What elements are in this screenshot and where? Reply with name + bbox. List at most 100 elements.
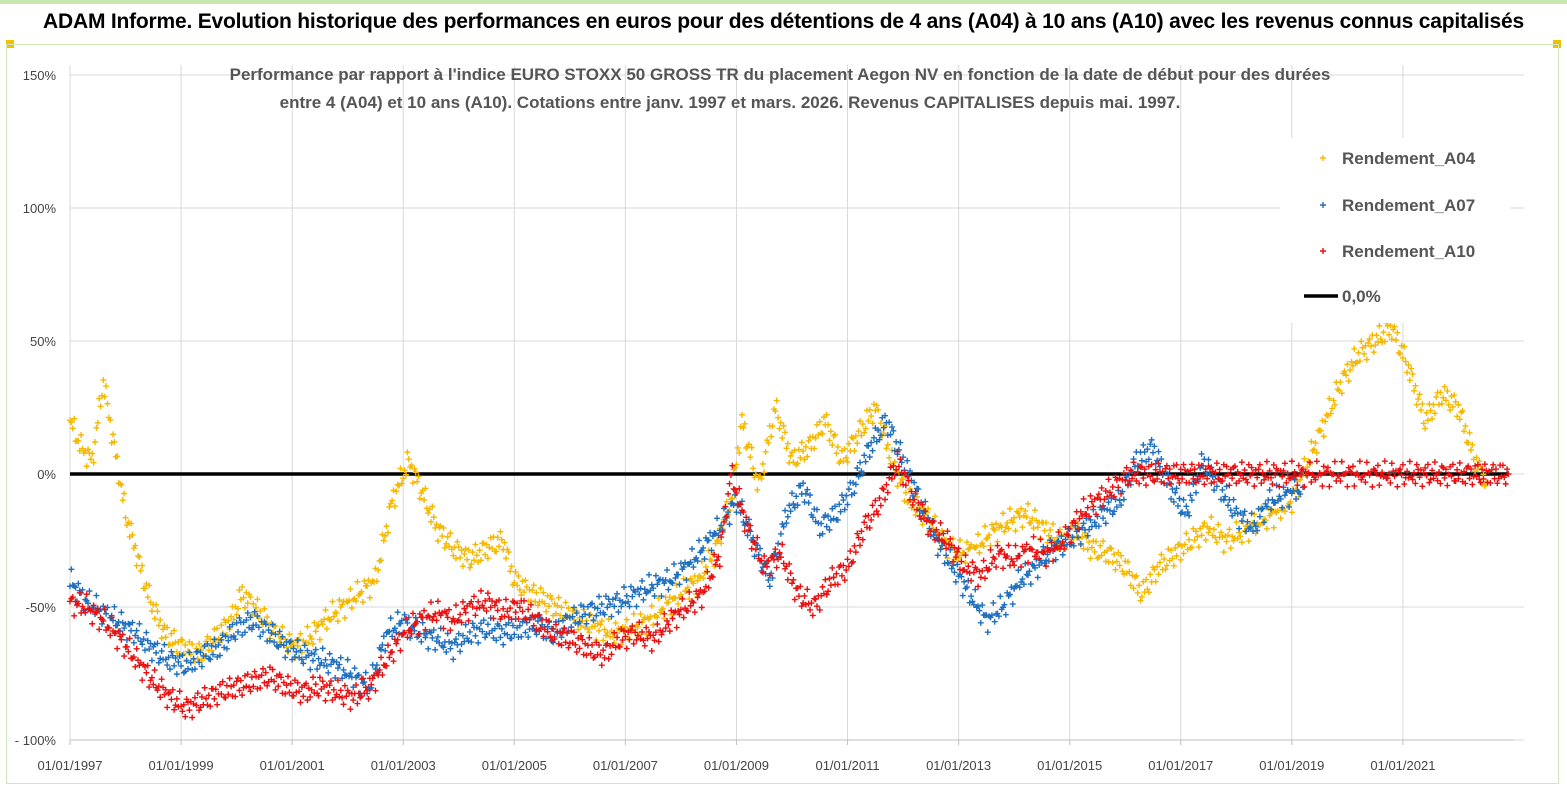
data-point	[333, 610, 340, 617]
data-point	[637, 585, 644, 592]
data-point	[1030, 533, 1037, 540]
data-point	[1090, 503, 1097, 510]
data-point	[391, 625, 398, 632]
data-point	[716, 563, 723, 570]
data-point	[1076, 515, 1083, 522]
data-point	[378, 646, 385, 653]
data-point	[1166, 466, 1173, 473]
data-point	[1308, 479, 1315, 486]
data-point	[571, 616, 578, 623]
data-point	[351, 665, 358, 672]
data-point	[1105, 499, 1112, 506]
data-point	[477, 557, 484, 564]
data-point	[1259, 505, 1266, 512]
data-point	[129, 655, 136, 662]
data-point	[1451, 392, 1458, 399]
data-point	[670, 561, 677, 568]
data-point	[223, 682, 230, 689]
data-point	[173, 671, 180, 678]
data-point	[1281, 460, 1288, 467]
data-point	[118, 482, 125, 489]
data-point	[135, 634, 142, 641]
data-point	[89, 620, 96, 627]
data-point	[783, 445, 790, 452]
data-point	[386, 504, 393, 511]
data-point	[968, 577, 975, 584]
data-point	[101, 393, 108, 400]
data-point	[1420, 420, 1427, 427]
data-point	[659, 605, 666, 612]
data-point	[230, 616, 237, 623]
data-point	[766, 583, 773, 590]
data-point	[1163, 562, 1170, 569]
data-point	[89, 450, 96, 457]
data-point	[397, 465, 404, 472]
data-point	[287, 638, 294, 645]
data-point	[1106, 507, 1113, 514]
data-point	[876, 436, 883, 443]
data-point	[211, 695, 218, 702]
data-point	[433, 521, 440, 528]
data-point	[189, 714, 196, 721]
data-point	[907, 467, 914, 474]
data-point	[582, 611, 589, 618]
data-point	[311, 619, 318, 626]
data-point	[87, 456, 94, 463]
data-point	[1244, 518, 1251, 525]
data-point	[847, 548, 854, 555]
data-point	[1177, 510, 1184, 517]
data-point	[1323, 468, 1330, 475]
data-point	[1006, 505, 1013, 512]
data-point	[328, 616, 335, 623]
data-point	[257, 633, 264, 640]
data-point	[500, 605, 507, 612]
data-point	[1022, 507, 1029, 514]
data-point	[600, 637, 607, 644]
data-point	[319, 678, 326, 685]
data-point	[687, 559, 694, 566]
data-point	[250, 600, 257, 607]
data-point	[869, 447, 876, 454]
data-point	[322, 656, 329, 663]
data-point	[1277, 495, 1284, 502]
data-point	[981, 575, 988, 582]
data-point	[883, 481, 890, 488]
data-point	[1100, 515, 1107, 522]
data-point	[997, 593, 1004, 600]
data-point	[314, 666, 321, 673]
data-point	[148, 657, 155, 664]
data-point	[254, 596, 261, 603]
data-point	[468, 639, 475, 646]
data-point	[1501, 474, 1508, 481]
data-point	[337, 687, 344, 694]
data-point	[76, 589, 83, 596]
data-point	[913, 506, 920, 513]
data-point	[937, 519, 944, 526]
data-point	[812, 596, 819, 603]
data-point	[176, 688, 183, 695]
data-point	[795, 593, 802, 600]
data-point	[1098, 506, 1105, 513]
data-point	[162, 634, 169, 641]
data-point	[977, 574, 984, 581]
data-point	[855, 428, 862, 435]
data-point	[189, 641, 196, 648]
data-point	[1384, 322, 1391, 329]
data-point	[164, 662, 171, 669]
data-point	[205, 692, 212, 699]
data-point	[1461, 468, 1468, 475]
data-point	[622, 624, 629, 631]
data-point	[695, 537, 702, 544]
data-point	[1279, 504, 1286, 511]
data-point	[1180, 496, 1187, 503]
data-point	[836, 501, 843, 508]
data-point	[1263, 458, 1270, 465]
data-point	[1115, 549, 1122, 556]
data-point	[786, 502, 793, 509]
data-point	[805, 437, 812, 444]
data-point	[1297, 471, 1304, 478]
data-point	[675, 571, 682, 578]
data-point	[266, 637, 273, 644]
data-point	[458, 547, 465, 554]
data-point	[1004, 553, 1011, 560]
